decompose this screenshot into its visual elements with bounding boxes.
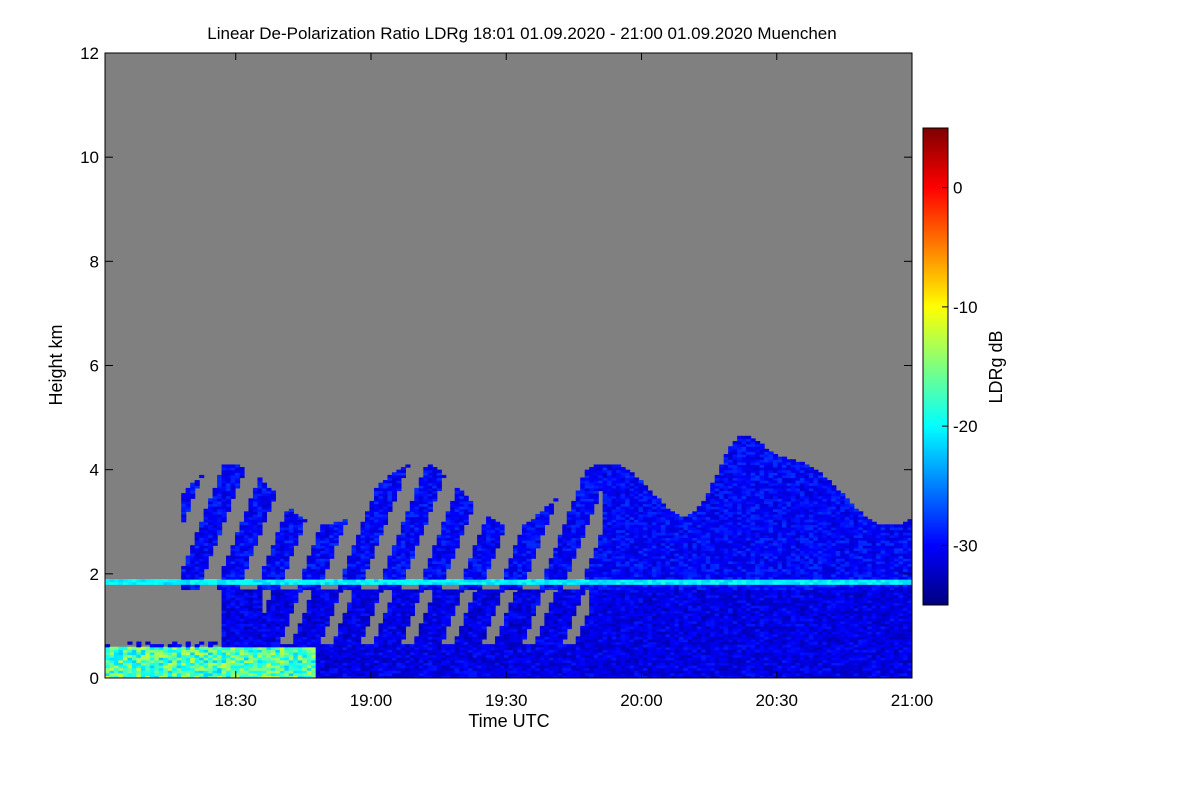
colorbar-tick-label: -30 xyxy=(953,536,978,555)
colorbar-tick-label: 0 xyxy=(953,179,962,198)
x-tick-label: 20:00 xyxy=(620,691,663,710)
chart-title: Linear De-Polarization Ratio LDRg 18:01 … xyxy=(207,24,836,43)
y-tick-label: 4 xyxy=(90,461,99,480)
y-tick-label: 8 xyxy=(90,252,99,271)
y-tick-label: 12 xyxy=(80,44,99,63)
colorbar-title: LDRg dB xyxy=(986,330,1006,403)
y-axis-title: Height km xyxy=(46,324,66,405)
y-tick-label: 6 xyxy=(90,357,99,376)
colorbar xyxy=(923,128,948,605)
x-tick-label: 19:30 xyxy=(485,691,528,710)
x-tick-label: 18:30 xyxy=(214,691,257,710)
x-tick-label: 20:30 xyxy=(755,691,798,710)
colorbar-tick-label: -20 xyxy=(953,417,978,436)
x-tick-label: 21:00 xyxy=(891,691,934,710)
x-axis-title: Time UTC xyxy=(468,711,549,731)
y-tick-label: 2 xyxy=(90,565,99,584)
x-tick-label: 19:00 xyxy=(350,691,393,710)
y-tick-label: 0 xyxy=(90,669,99,688)
y-tick-label: 10 xyxy=(80,148,99,167)
colorbar-tick-label: -10 xyxy=(953,298,978,317)
